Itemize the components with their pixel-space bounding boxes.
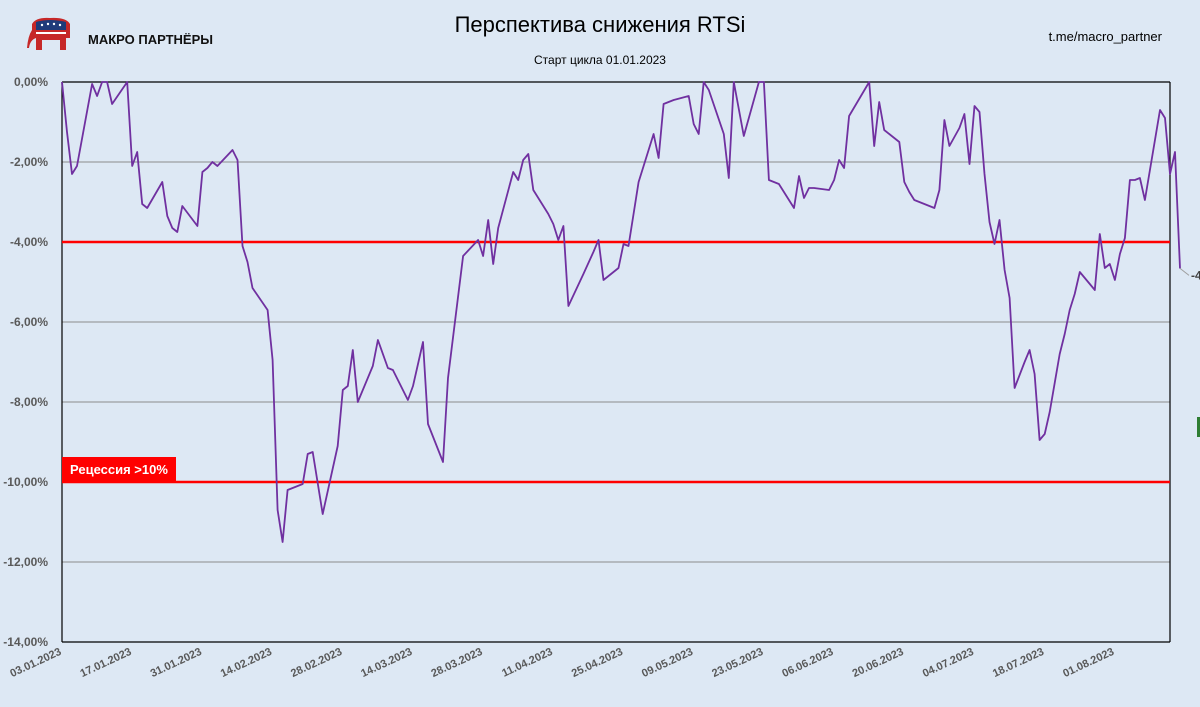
data-label-leader <box>1179 268 1190 276</box>
x-tick-label: 28.02.2023 <box>289 646 344 680</box>
y-tick-label: -8,00% <box>10 395 48 409</box>
x-tick-label: 23.05.2023 <box>710 646 765 680</box>
x-tick-label: 28.03.2023 <box>429 646 484 680</box>
x-tick-label: 14.03.2023 <box>359 646 414 680</box>
y-tick-label: 0,00% <box>14 75 48 89</box>
brand-name: МАКРО ПАРТНЁРЫ <box>88 32 214 47</box>
y-tick-label: -10,00% <box>3 475 48 489</box>
x-tick-label: 17.01.2023 <box>78 646 133 680</box>
x-tick-label: 25.04.2023 <box>570 646 625 680</box>
chart-title: Перспектива снижения RTSi <box>454 12 746 37</box>
x-tick-label: 03.01.2023 <box>8 646 63 680</box>
x-tick-label: 09.05.2023 <box>640 646 695 680</box>
y-tick-label: -14,00% <box>3 635 48 649</box>
y-tick-label: -12,00% <box>3 555 48 569</box>
edge-marker <box>1197 417 1200 437</box>
series-line <box>61 81 1181 543</box>
chart-subtitle: Старт цикла 01.01.2023 <box>534 53 666 67</box>
y-tick-label: -6,00% <box>10 315 48 329</box>
y-tick-label: -4,00% <box>10 235 48 249</box>
x-tick-label: 04.07.2023 <box>921 646 976 680</box>
x-tick-label: 06.06.2023 <box>780 646 835 680</box>
threshold-label: Рецессия >10% <box>70 462 168 477</box>
y-tick-label: -2,00% <box>10 155 48 169</box>
elephant-logo-icon <box>27 17 70 50</box>
x-tick-label: 20.06.2023 <box>851 646 906 680</box>
x-tick-label: 31.01.2023 <box>149 646 204 680</box>
x-tick-label: 18.07.2023 <box>991 646 1046 680</box>
telegram-link[interactable]: t.me/macro_partner <box>1048 29 1162 44</box>
x-tick-label: 01.08.2023 <box>1061 646 1116 680</box>
threshold-label-box <box>62 457 176 481</box>
data-label: -4,66% <box>1191 268 1200 282</box>
x-tick-label: 11.04.2023 <box>500 646 554 680</box>
x-tick-label: 14.02.2023 <box>219 646 274 680</box>
